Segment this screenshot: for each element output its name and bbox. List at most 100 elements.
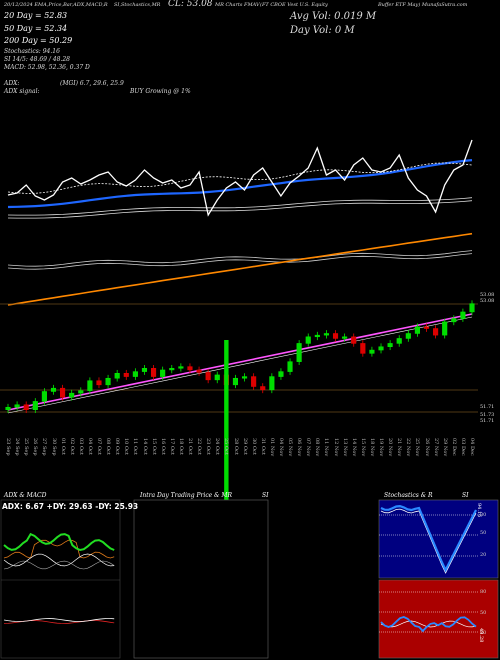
candle-body (169, 368, 175, 371)
candle-body (114, 373, 120, 379)
candle-body (396, 338, 402, 344)
date-tick-label: 24 Sep (14, 438, 21, 456)
macd-line (3, 618, 115, 622)
avg-volume: Avg Vol: 0.019 M (290, 11, 377, 22)
stoch-tick-50: 50 (480, 530, 487, 536)
stoch-tick-20: 20 (480, 552, 487, 558)
candle-body (5, 406, 11, 410)
date-tick-label: 20 Nov (387, 438, 394, 457)
stoch-panel-title: Stochastics & R (384, 492, 433, 499)
candle-body (269, 376, 275, 391)
price-label-top2: 53.08 (480, 298, 495, 304)
date-tick-label: 24 Oct (214, 438, 221, 455)
date-tick-label: 14 Nov (350, 438, 357, 457)
sma20-dashed-line (7, 162, 473, 194)
candle-body (151, 368, 157, 377)
candle-body (469, 303, 475, 313)
stoch-signal-line (380, 508, 477, 574)
date-tick-label: 11 Oct (132, 438, 139, 455)
sma200-line (7, 232, 473, 306)
candle-body (241, 376, 248, 379)
candle-body (160, 369, 166, 377)
price-label-low3: 51.71 (480, 418, 495, 424)
stoch-k-line (380, 504, 477, 573)
si-signal-line (380, 620, 477, 628)
bb-upper-line-1 (7, 197, 473, 216)
date-tick-label: 07 Nov (305, 438, 312, 457)
date-tick-label: 28 Oct (232, 438, 239, 455)
candle-body (178, 366, 184, 369)
candle-body (141, 368, 148, 372)
date-tick-label: 13 Nov (341, 438, 348, 457)
stoch-panel-bg (378, 499, 499, 579)
candle-body (251, 376, 257, 387)
si-tick-20: 20 (480, 630, 487, 636)
date-tick-label: 15 Oct (150, 438, 157, 455)
date-tick-label: 14 Oct (141, 438, 148, 455)
date-tick-label: 16 Oct (159, 438, 166, 455)
date-tick-label: 25 Nov (414, 438, 421, 457)
price-label-low1: 51.71 (480, 404, 495, 410)
date-tick-label: 02 Dec (450, 438, 457, 456)
date-tick-label: 07 Oct (96, 438, 102, 455)
candle-body (296, 343, 302, 362)
candle-body (460, 311, 466, 319)
date-tick-label: 22 Nov (405, 438, 412, 457)
candle-body (232, 377, 239, 386)
stoch-value-tag: 94.16 (476, 503, 482, 518)
date-tick-label: 30 Sep (50, 438, 57, 456)
date-tick-label: 21 Oct (187, 438, 193, 455)
candle-body (96, 380, 102, 386)
header-charts: MR Charts FMAV (215, 2, 260, 8)
candle-body (260, 386, 266, 391)
date-tick-label: 27 Sep (41, 438, 48, 456)
candle-body (50, 387, 57, 392)
date-tick-label: 08 Nov (314, 438, 321, 457)
candle-body (378, 346, 384, 351)
date-tick-label: 31 Oct (259, 438, 266, 455)
adx-signal-label: ADX signal: (4, 88, 40, 95)
adx-plus-di-line (3, 539, 115, 559)
date-tick-label: 10 Oct (123, 438, 130, 455)
date-tick-label: 04 Oct (86, 438, 93, 455)
date-tick-label: 26 Nov (423, 438, 430, 457)
candle-body (214, 374, 220, 381)
candle-body (314, 334, 320, 338)
candle-body (332, 333, 339, 339)
adx-panel-title: ADX & MACD (4, 492, 47, 499)
candle-body (442, 321, 448, 336)
candle-body (387, 343, 393, 347)
date-tick-label: 11 Nov (323, 438, 330, 457)
stoch-si-label: SI (462, 492, 469, 499)
price-label-low2: 51.73 (480, 412, 495, 418)
candle-body (342, 336, 348, 339)
date-tick-label: 15 Nov (359, 438, 366, 457)
si-line (380, 616, 477, 633)
intraday-panel-title: Intra Day Trading Price & MR (140, 492, 233, 499)
candle-body (14, 404, 20, 408)
si-tick-80: 80 (480, 589, 487, 595)
date-tick-label: 03 Oct (77, 438, 84, 455)
close-line (7, 139, 473, 217)
date-tick-label: 29 Nov (441, 438, 448, 457)
date-tick-label: 02 Oct (68, 438, 75, 455)
candle-body (132, 371, 138, 377)
date-tick-label: 25 Sep (23, 438, 30, 456)
bb-lower-line-1 (7, 250, 473, 267)
date-tick-label: 08 Oct (105, 438, 112, 455)
header-left: 20/12/2024 EMA,Price,Bar,ADX,MACD,R (4, 2, 108, 8)
close-label: CL: 53.08 (168, 0, 213, 9)
sma50-label: 50 Day = 52.34 (4, 24, 68, 33)
date-tick-label: 01 Oct (59, 438, 66, 455)
date-tick-label: 06 Nov (296, 438, 303, 457)
candle-body (278, 371, 284, 377)
date-tick-label: 23 Sep (5, 438, 11, 456)
candle-body (196, 369, 202, 373)
candle-body (41, 391, 47, 402)
candle-body (23, 404, 29, 410)
stochastics-readout: Stochastics: 94.16 (4, 48, 60, 55)
date-tick-label: 18 Nov (368, 438, 375, 457)
candle-body (305, 336, 311, 344)
date-tick-label: 19 Nov (378, 438, 384, 457)
candle-body (360, 343, 366, 354)
